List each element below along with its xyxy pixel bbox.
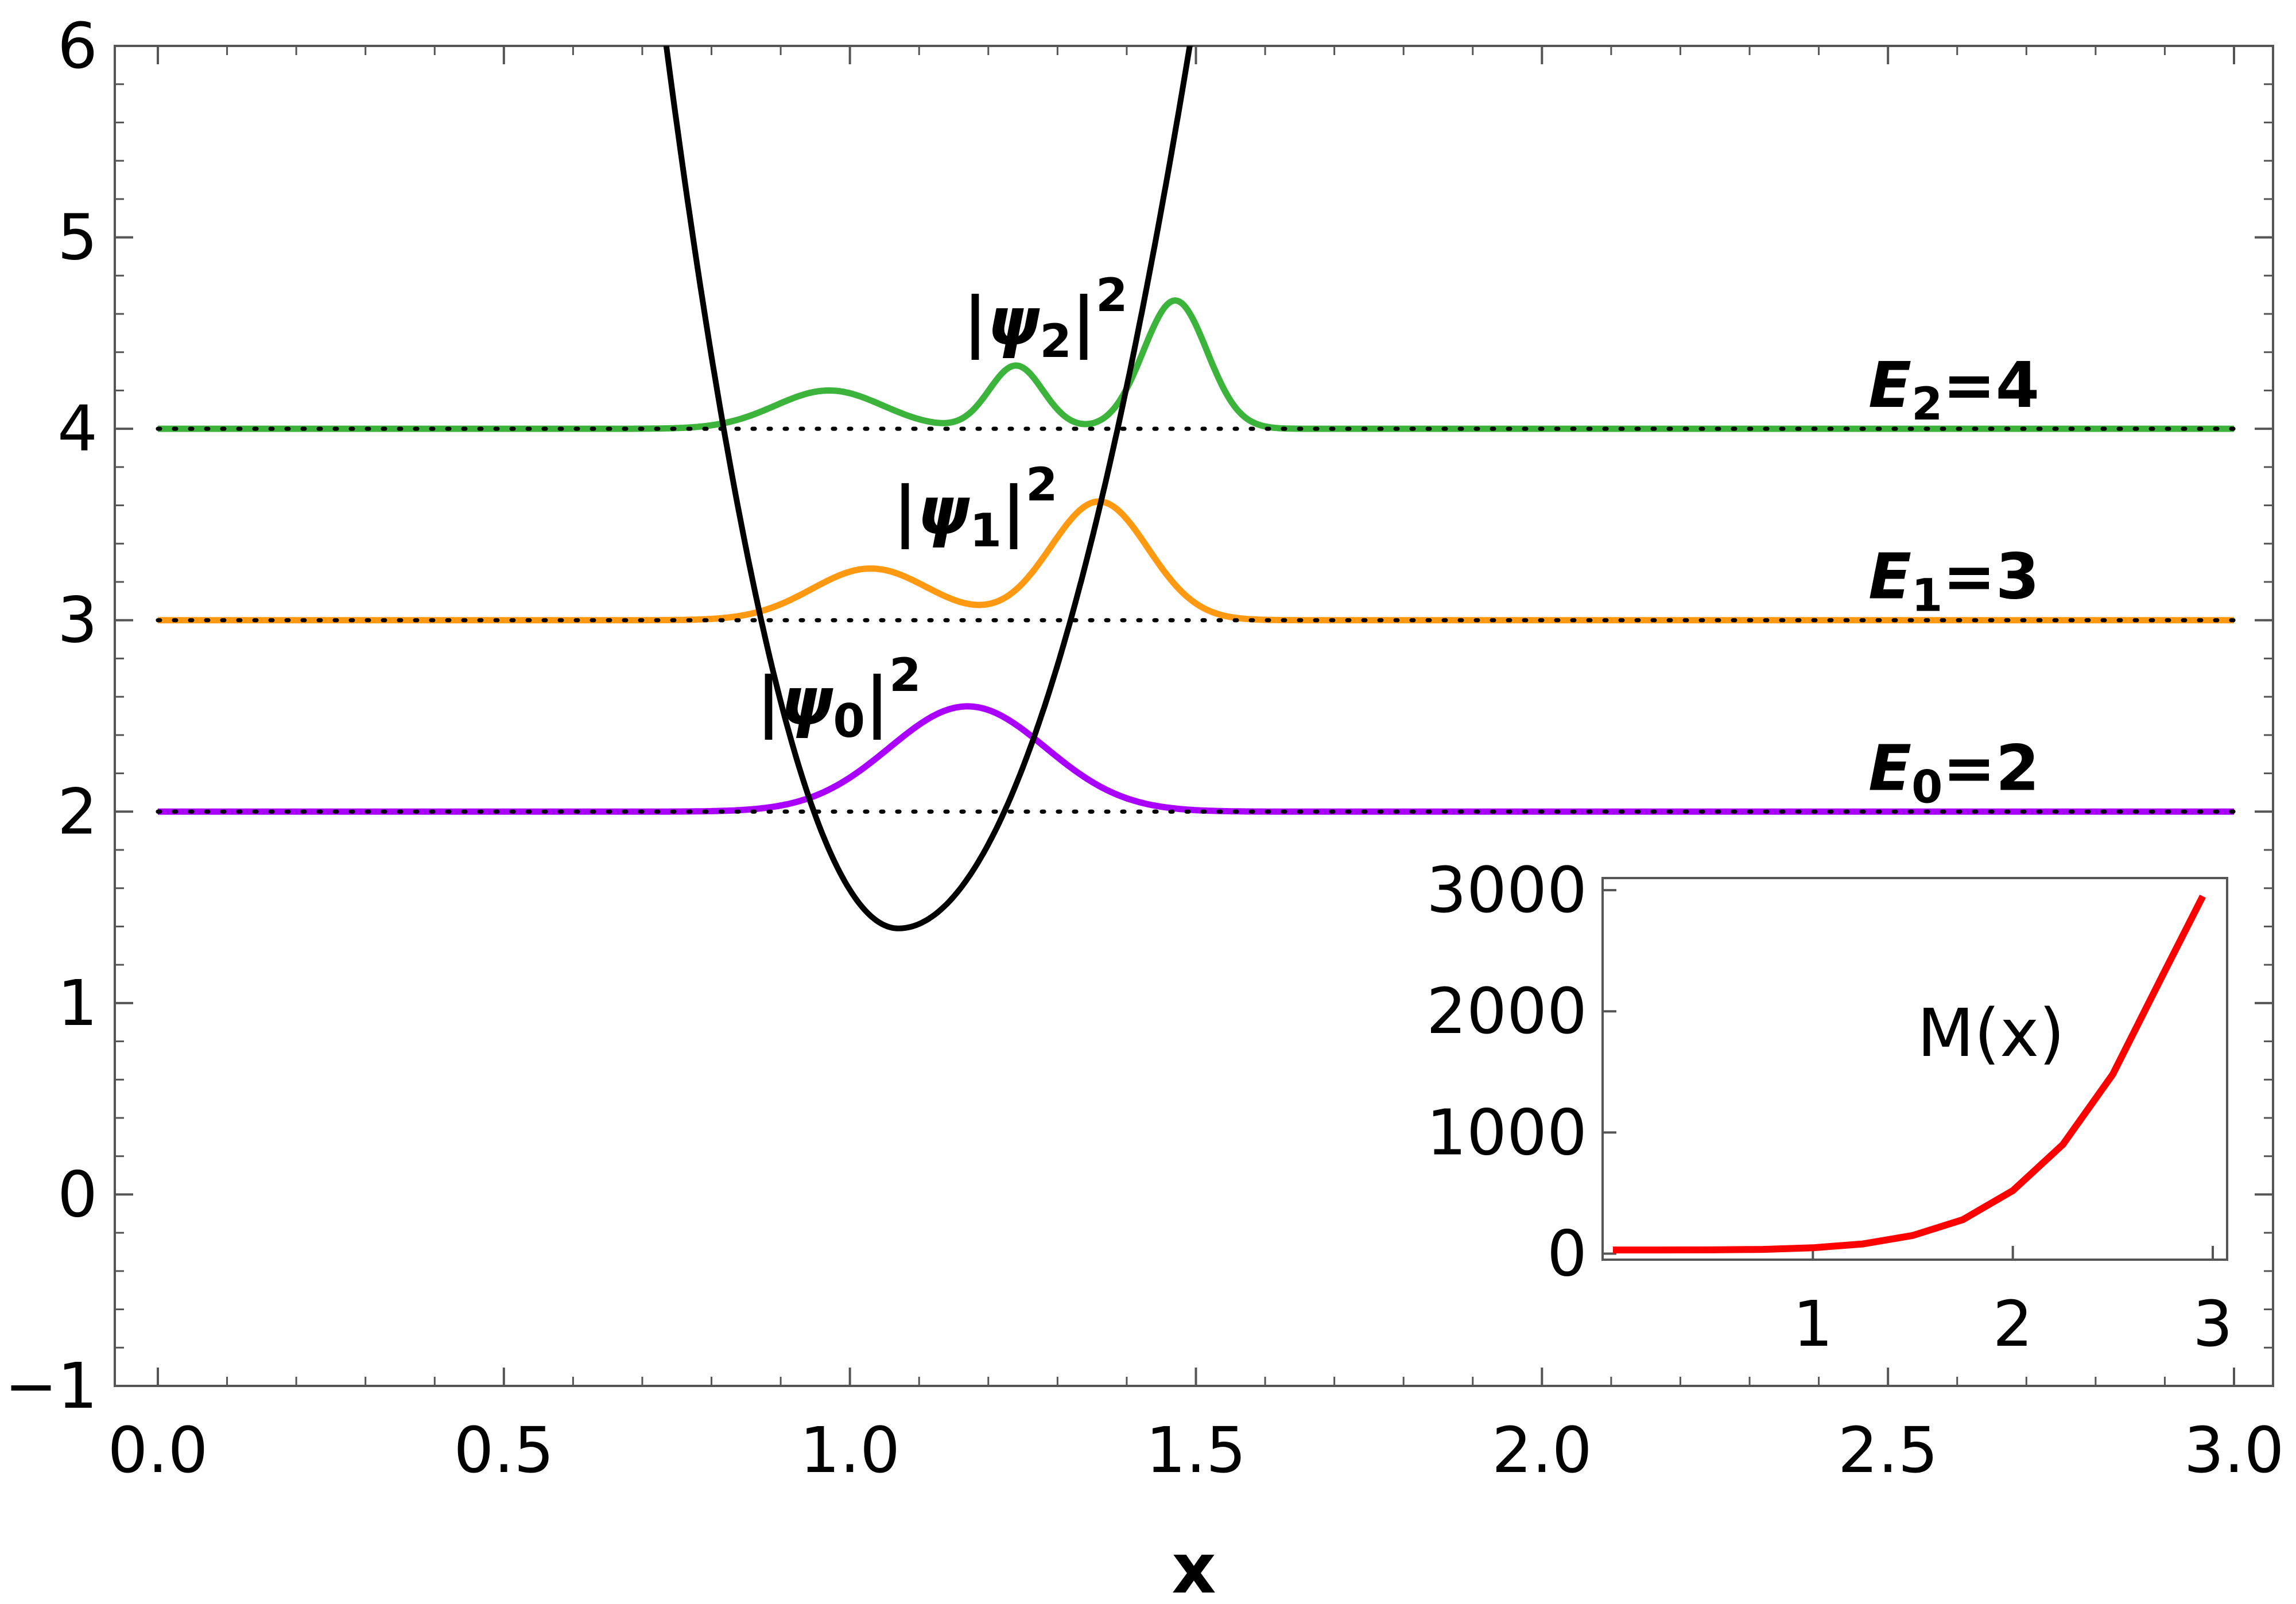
energy-label-1: E1=3 xyxy=(1868,540,2039,622)
energy-label-2: E2=4 xyxy=(1868,348,2039,430)
potential-curve xyxy=(663,46,1193,931)
x-axis-title: x xyxy=(1172,1529,1216,1604)
density-curve-0 xyxy=(158,703,2234,815)
density-curves xyxy=(156,297,2236,815)
inset-ticks xyxy=(1603,889,2214,1260)
y-tick-label: 4 xyxy=(57,392,98,465)
x-tick-label: 0.0 xyxy=(108,1413,208,1487)
density-curve-1 xyxy=(158,498,2234,624)
main-ticks xyxy=(115,45,2273,1387)
y-tick-label: 6 xyxy=(57,9,98,83)
inset-y-tick-label: 0 xyxy=(1547,1217,1587,1290)
energy-label-0: E0=2 xyxy=(1868,731,2039,813)
y-tick-label: 2 xyxy=(57,775,98,848)
y-tick-label: 5 xyxy=(57,201,98,274)
density-label-0: |ψ0|2 xyxy=(757,648,921,748)
inset-mass-curve xyxy=(1613,894,2206,1254)
x-tick-label: 3.0 xyxy=(2184,1413,2285,1487)
y-tick-label: 1 xyxy=(57,966,98,1040)
x-tick-label: 2.5 xyxy=(1838,1413,1938,1487)
inset-y-tick-label: 3000 xyxy=(1426,853,1587,927)
inset-y-tick-label: 1000 xyxy=(1426,1096,1587,1169)
y-tick-label: 0 xyxy=(57,1158,98,1231)
inset-x-tick-label: 3 xyxy=(2193,1287,2233,1361)
density-label-1: |ψ1|2 xyxy=(893,458,1058,557)
x-tick-label: 2.0 xyxy=(1492,1413,1592,1487)
inset-y-tick-label: 2000 xyxy=(1426,974,1587,1048)
inset-series-label: M(x) xyxy=(1917,995,2065,1072)
y-tick-label: −1 xyxy=(5,1349,98,1423)
inset-x-tick-label: 2 xyxy=(1993,1287,2033,1361)
inset-x-tick-label: 1 xyxy=(1793,1287,1833,1361)
inset-frame xyxy=(1601,877,2228,1261)
inset-tick-labels: 1 2 3 0 1000 2000 3000 xyxy=(1426,853,2233,1361)
x-tick-label: 1.5 xyxy=(1146,1413,1246,1487)
y-tick-label: 3 xyxy=(57,584,98,657)
main-plot-frame xyxy=(114,45,2274,1387)
energy-labels: E0=2 E1=3 E2=4 xyxy=(1868,348,2039,813)
x-tick-label: 0.5 xyxy=(453,1413,554,1487)
density-curve-2 xyxy=(158,297,2234,432)
density-labels: |ψ0|2 |ψ1|2 |ψ2|2 xyxy=(757,269,1128,748)
x-tick-label: 1.0 xyxy=(800,1413,900,1487)
main-tick-labels: 0.0 0.5 1.0 1.5 2.0 2.5 3.0 −1 0 1 2 3 4 5 6 xyxy=(5,9,2285,1487)
density-label-2: |ψ2|2 xyxy=(963,269,1128,368)
